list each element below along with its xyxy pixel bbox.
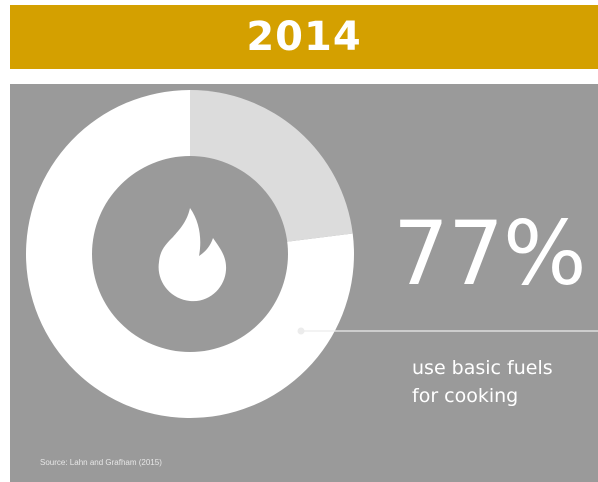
callout-dot	[297, 327, 305, 335]
year-banner: 2014	[10, 5, 598, 69]
percentage-value: 77%	[393, 202, 587, 305]
year-label: 2014	[246, 14, 362, 60]
stat-caption: use basic fuels for cooking	[412, 354, 592, 410]
fire-icon	[158, 208, 227, 302]
caption-line-1: use basic fuels	[412, 357, 553, 379]
caption-line-2: for cooking	[412, 385, 519, 407]
source-note: Source: Lahn and Grafham (2015)	[40, 458, 162, 467]
